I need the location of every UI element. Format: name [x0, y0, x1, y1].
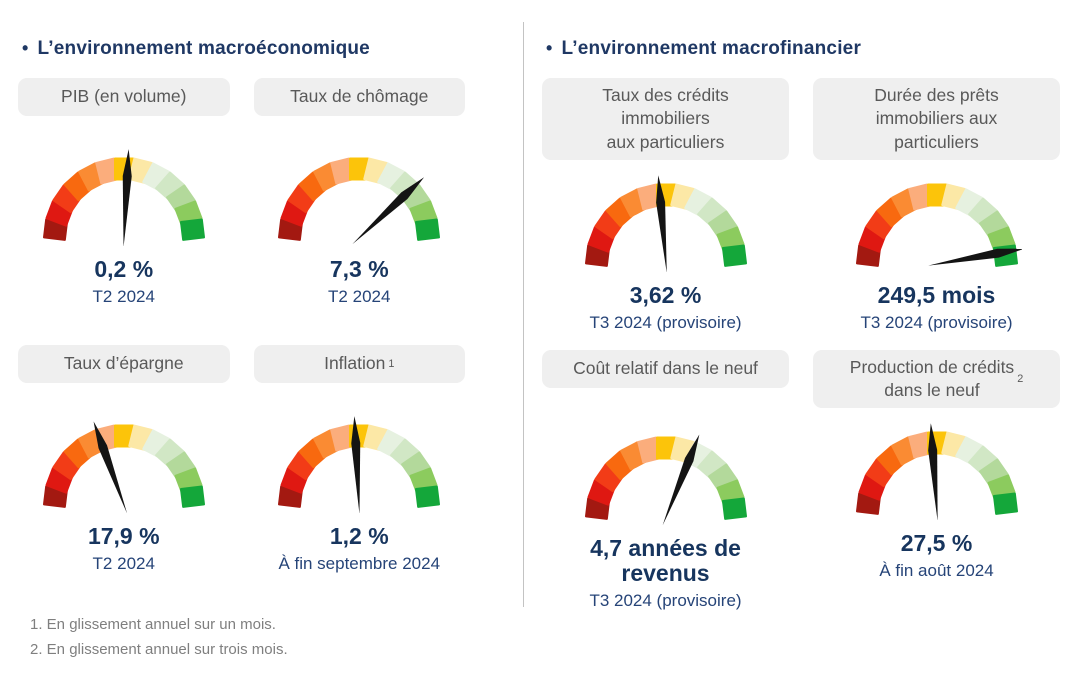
gauge-value: 3,62 % — [629, 281, 702, 308]
indicator-label-inflation: Inflation 1 — [253, 344, 465, 383]
bullet-icon: • — [546, 38, 553, 58]
gauge-period: T2 2024 — [92, 553, 155, 573]
gauge-chart-inflation — [278, 415, 441, 513]
footnote-ref: 2 — [1017, 372, 1024, 385]
indicator-label-text: PIB (en volume) — [61, 86, 187, 107]
gauge-card-epargne: Taux d’épargne 17,9 % T2 2024 — [18, 344, 230, 574]
indicator-label-pib: PIB (en volume) — [18, 78, 230, 116]
gauge-card-pib: PIB (en volume) 0,2 % T2 2024 — [18, 78, 230, 307]
gauge-period: T3 2024 (provisoire) — [589, 591, 742, 611]
gauge-period: T2 2024 — [92, 286, 155, 306]
gauge-card-production-credits: Production de crédits dans le neuf 2 27,5… — [813, 349, 1060, 612]
gauge-chart-duree-prets — [855, 183, 1022, 267]
section-macrofinancier: • L’environnement macrofinancier Taux des… — [505, 24, 1070, 611]
gauge-chart-taux-credits — [584, 175, 747, 272]
footnote-1: 1. En glissement annuel sur un mois. — [30, 616, 276, 633]
gauge-value: 4,7 années de revenus — [590, 534, 741, 587]
indicator-label-text: Taux d’épargne — [63, 353, 184, 374]
indicator-label-text: Coût relatif dans le neuf — [573, 357, 758, 378]
gauge-value: 0,2 % — [94, 256, 154, 282]
indicator-label-chomage: Taux de chômage — [253, 78, 465, 116]
gauge-period: T3 2024 (provisoire) — [589, 312, 742, 332]
indicator-label-duree-prets: Durée des prêts immobiliers aux particul… — [813, 78, 1060, 160]
indicator-label-text: Inflation — [324, 353, 386, 374]
section-divider — [523, 22, 524, 607]
gauge-value: 17,9 % — [87, 522, 160, 549]
section-title-text: L’environnement macrofinancier — [561, 38, 862, 59]
gauge-period: T3 2024 (provisoire) — [860, 312, 1013, 332]
indicator-label-text: Durée des prêts immobiliers aux particul… — [874, 85, 999, 152]
gauge-period: À fin septembre 2024 — [278, 553, 441, 573]
footnote-2: 2. En glissement annuel sur trois mois. — [30, 641, 288, 658]
section-title-macrofinancier: • L’environnement macrofinancier — [546, 38, 1060, 60]
footnote-ref: 1 — [388, 357, 395, 370]
footnotes: 1. En glissement annuel sur un mois. 2. … — [30, 612, 288, 662]
indicator-label-text: Taux de chômage — [290, 86, 429, 107]
section-title-macroeconomique: • L’environnement macroéconomique — [22, 38, 465, 60]
gauge-chart-chomage — [278, 157, 441, 245]
gauge-card-chomage: Taux de chômage 7,3 % T2 2024 — [253, 78, 465, 307]
indicator-label-text: Production de crédits dans le neuf — [849, 356, 1015, 400]
bullet-icon: • — [22, 38, 29, 58]
section-macroeconomique: • L’environnement macroéconomique PIB (en… — [0, 24, 505, 611]
gauge-value: 7,3 % — [329, 256, 389, 282]
gauge-card-cout-relatif: Coût relatif dans le neuf 4,7 années de … — [542, 349, 789, 612]
gauge-period: T2 2024 — [328, 286, 391, 306]
indicator-label-taux-credits: Taux des crédits immobiliers aux particu… — [542, 78, 789, 160]
gauge-card-inflation: Inflation 1 1,2 % À fin septembre 2024 — [253, 344, 465, 574]
indicator-label-epargne: Taux d’épargne — [18, 344, 230, 383]
gauge-grid-right: Taux des crédits immobiliers aux particu… — [542, 78, 1060, 611]
gauge-chart-cout-relatif — [584, 434, 747, 525]
gauge-grid-left: PIB (en volume) 0,2 % T2 2024 Taux de ch… — [18, 78, 465, 574]
gauge-chart-production-credits — [855, 423, 1018, 521]
indicator-label-cout-relatif: Coût relatif dans le neuf — [542, 349, 789, 388]
gauge-card-duree-prets: Durée des prêts immobiliers aux particul… — [813, 78, 1060, 333]
gauge-value: 1,2 % — [329, 522, 389, 549]
section-title-text: L’environnement macroéconomique — [37, 38, 370, 59]
gauge-card-taux-credits: Taux des crédits immobiliers aux particu… — [542, 78, 789, 333]
gauge-period: À fin août 2024 — [879, 560, 994, 580]
gauge-chart-epargne — [42, 421, 205, 513]
indicator-label-text: Taux des crédits immobiliers aux particu… — [602, 85, 729, 152]
gauge-value: 249,5 mois — [877, 281, 996, 308]
gauge-chart-pib — [42, 149, 205, 246]
indicator-label-production-credits: Production de crédits dans le neuf 2 — [813, 349, 1060, 409]
gauge-value: 27,5 % — [900, 530, 973, 557]
